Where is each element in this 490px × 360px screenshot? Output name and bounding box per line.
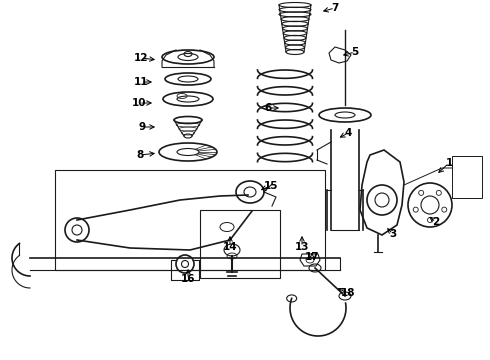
Text: 16: 16 (181, 274, 195, 284)
Text: 18: 18 (341, 288, 355, 298)
Text: 14: 14 (222, 242, 237, 252)
Text: 5: 5 (351, 47, 359, 57)
Text: 2: 2 (432, 217, 440, 227)
Text: 4: 4 (344, 128, 352, 138)
Text: 13: 13 (295, 242, 309, 252)
Text: 9: 9 (139, 122, 146, 132)
Text: 12: 12 (134, 53, 148, 63)
Text: 8: 8 (136, 150, 144, 160)
Text: 7: 7 (331, 3, 339, 13)
Text: 6: 6 (265, 103, 271, 113)
Text: 1: 1 (445, 158, 453, 168)
Text: 10: 10 (132, 98, 146, 108)
Text: 3: 3 (390, 229, 396, 239)
Text: 15: 15 (264, 181, 278, 191)
Text: 17: 17 (305, 252, 319, 262)
Text: 11: 11 (134, 77, 148, 87)
